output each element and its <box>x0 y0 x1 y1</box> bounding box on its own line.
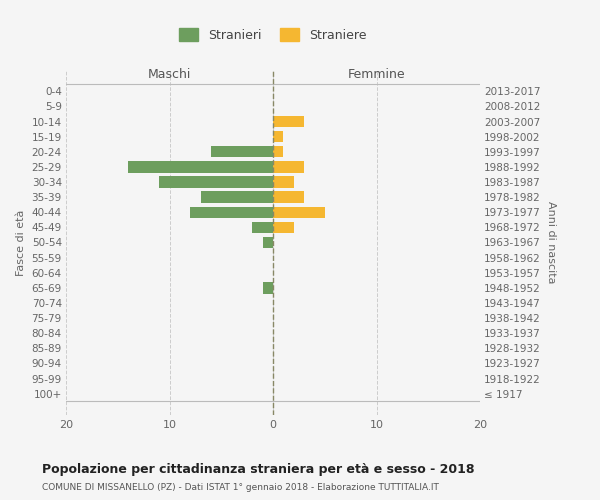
Text: Maschi: Maschi <box>148 68 191 81</box>
Bar <box>273 176 294 188</box>
Bar <box>263 282 273 294</box>
Bar <box>273 146 283 158</box>
Bar <box>200 192 273 203</box>
Text: Popolazione per cittadinanza straniera per età e sesso - 2018: Popolazione per cittadinanza straniera p… <box>42 462 475 475</box>
Text: COMUNE DI MISSANELLO (PZ) - Dati ISTAT 1° gennaio 2018 - Elaborazione TUTTITALIA: COMUNE DI MISSANELLO (PZ) - Dati ISTAT 1… <box>42 482 439 492</box>
Bar <box>273 192 304 203</box>
Bar <box>159 176 273 188</box>
Y-axis label: Fasce di età: Fasce di età <box>16 210 26 276</box>
Bar <box>273 116 304 127</box>
Bar <box>263 237 273 248</box>
Legend: Stranieri, Straniere: Stranieri, Straniere <box>176 24 370 46</box>
Bar <box>211 146 273 158</box>
Bar <box>273 222 294 233</box>
Bar <box>273 162 304 172</box>
Bar <box>253 222 273 233</box>
Bar <box>273 131 283 142</box>
Bar <box>128 162 273 172</box>
Text: Femmine: Femmine <box>347 68 406 81</box>
Bar <box>273 206 325 218</box>
Y-axis label: Anni di nascita: Anni di nascita <box>547 201 556 284</box>
Bar <box>190 206 273 218</box>
